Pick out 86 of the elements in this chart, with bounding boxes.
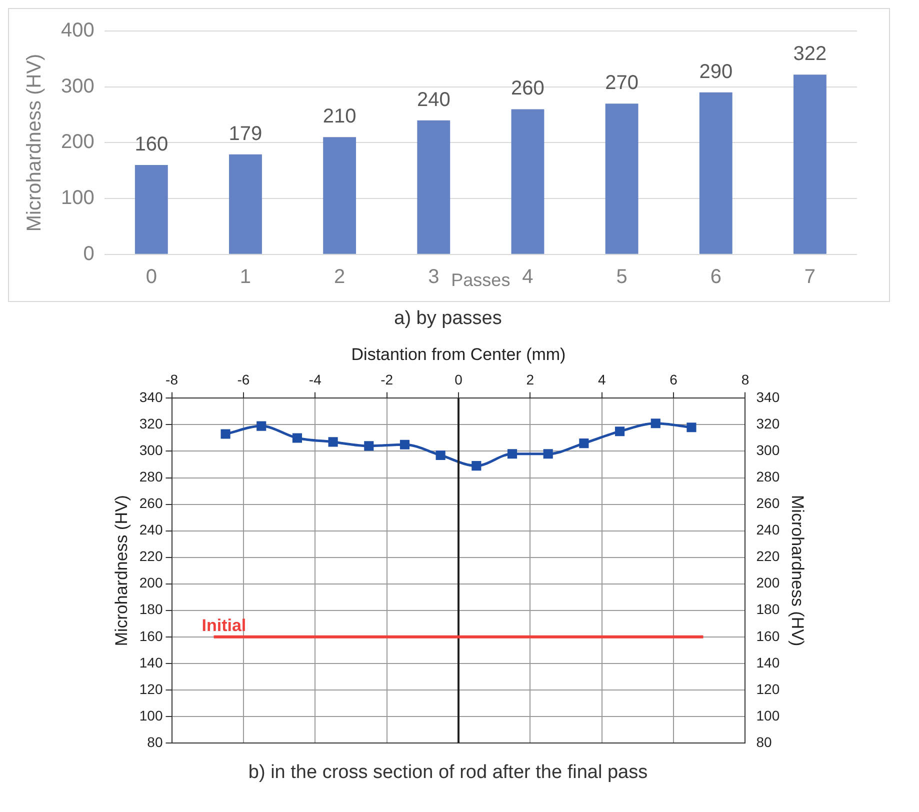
bar (134, 165, 168, 254)
x-tick-label: 0 (454, 372, 463, 388)
data-label: 270 (605, 72, 638, 94)
y-tick-label: 160 (139, 628, 163, 644)
point (543, 449, 553, 459)
point (364, 441, 374, 451)
y-tick-label: 80 (147, 734, 163, 750)
y2-tick-label: 260 (756, 495, 780, 512)
data-label: 322 (793, 43, 827, 66)
y-axis-title: Microhardness (HV) (24, 54, 46, 232)
x-tick-label: -6 (237, 372, 250, 388)
x-tick-label: -4 (308, 372, 322, 388)
point (579, 438, 589, 448)
x-tick-label: 4 (522, 266, 534, 288)
y-tick-label: 220 (139, 548, 163, 564)
x-tick-label: 8 (741, 372, 750, 388)
y-tick-label: 340 (139, 389, 163, 406)
y-tick-label: 240 (139, 522, 163, 538)
bar (793, 74, 826, 254)
point (507, 449, 518, 459)
point (686, 422, 696, 432)
data-label: 260 (511, 78, 544, 100)
y2-tick-label: 340 (756, 389, 780, 406)
data-label: 179 (228, 122, 262, 145)
point (400, 440, 410, 450)
data-label: 210 (322, 106, 356, 128)
y2-axis-title: Microhardness (HV) (788, 495, 808, 646)
bar (229, 154, 262, 254)
y-tick-label: 400 (60, 20, 94, 42)
y-tick-label: 200 (139, 574, 163, 591)
x-tick-label: 5 (616, 266, 628, 288)
data-label: 290 (699, 60, 733, 83)
x-tick-label: 1 (240, 266, 252, 288)
text: b) in the cross section of rod after the final pass (247, 762, 649, 784)
y2-tick-label: 180 (756, 601, 780, 618)
x-tick-label: 3 (428, 266, 440, 288)
y-tick-label: 100 (139, 707, 163, 724)
point (256, 421, 266, 431)
x-tick-label: 7 (804, 266, 816, 288)
y-tick-label: 180 (139, 601, 163, 618)
point (220, 429, 230, 439)
text: a) by passes (393, 308, 503, 330)
x-tick-label: 6 (710, 266, 722, 288)
y-tick-label: 300 (139, 442, 163, 458)
y-tick-label: 0 (83, 242, 94, 265)
y2-tick-label: 280 (756, 468, 780, 485)
x-tick-label: 4 (598, 372, 606, 388)
y2-tick-label: 200 (756, 574, 780, 591)
bar (323, 137, 356, 254)
bar (699, 92, 732, 254)
bar (417, 120, 450, 254)
y-tick-label: 120 (139, 680, 163, 697)
y2-tick-label: 220 (756, 548, 780, 564)
y2-tick-label: 240 (756, 522, 780, 538)
y-tick-label: 320 (139, 416, 163, 432)
point (436, 450, 446, 460)
x-tick-label: -2 (380, 372, 394, 388)
point (650, 418, 660, 428)
y2-tick-label: 320 (756, 416, 780, 432)
x-tick-label: 2 (526, 372, 534, 388)
x-tick-label: -8 (166, 372, 178, 388)
y2-tick-label: 120 (756, 680, 780, 697)
y2-tick-label: 140 (756, 654, 780, 670)
y2-tick-label: 300 (756, 442, 780, 458)
x-axis-title: Distantion from Center (mm) (351, 344, 566, 364)
y-axis-title: Microhardness (HV) (112, 495, 131, 646)
y-tick-label: 300 (60, 75, 94, 98)
y-tick-label: 140 (139, 654, 163, 670)
x-tick-label: 2 (334, 266, 346, 288)
point (292, 433, 302, 443)
point (472, 461, 482, 471)
y-tick-label: 280 (139, 468, 163, 485)
y-tick-label: 260 (139, 495, 163, 512)
y-tick-label: 100 (60, 187, 94, 210)
y2-tick-label: 80 (756, 734, 772, 750)
bar (511, 109, 544, 254)
data-label: 240 (416, 88, 450, 111)
point (615, 426, 625, 436)
y-tick-label: 200 (60, 131, 94, 154)
x-axis-title: Passes (451, 270, 510, 290)
x-tick-label: 6 (670, 372, 678, 388)
y2-tick-label: 160 (756, 628, 780, 644)
bar (605, 104, 638, 254)
point (328, 437, 338, 447)
y2-tick-label: 100 (756, 707, 780, 724)
ref-line-label: Initial (202, 616, 246, 636)
